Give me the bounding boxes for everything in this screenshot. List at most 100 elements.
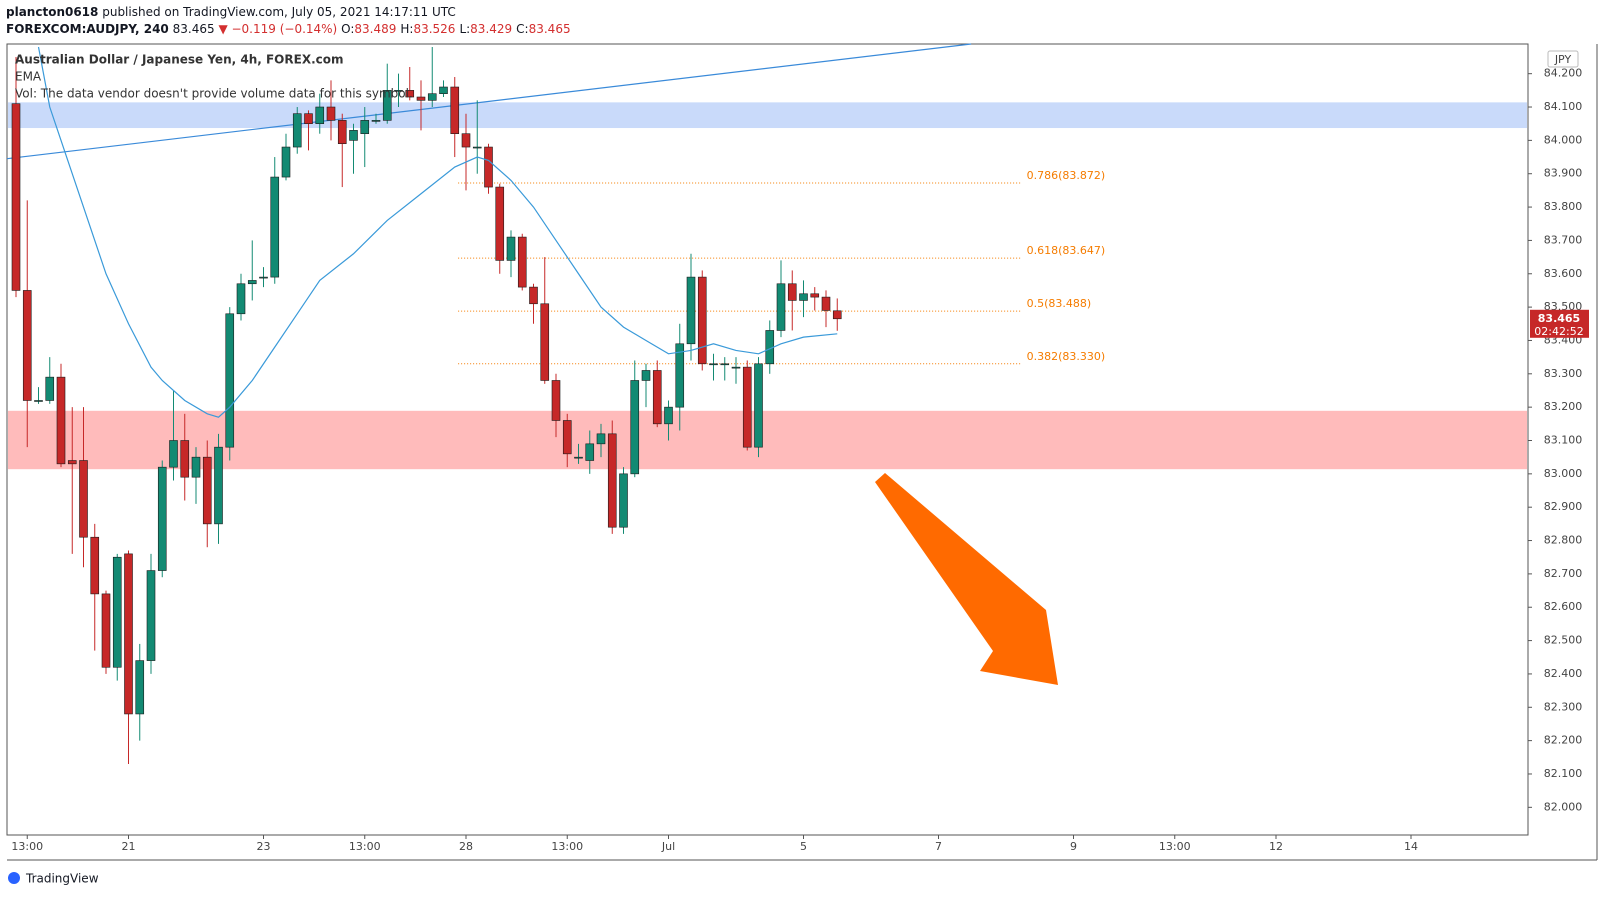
change: ▼ −0.119 (−0.14%) bbox=[218, 22, 338, 36]
candle-body bbox=[832, 310, 842, 320]
y-tick-label: 82.500 bbox=[1544, 634, 1583, 647]
candle-body bbox=[574, 456, 583, 459]
candle-body bbox=[101, 593, 111, 668]
candle-body bbox=[495, 186, 505, 261]
candle-body bbox=[641, 370, 651, 381]
candle-body bbox=[180, 440, 190, 478]
y-tick-label: 82.400 bbox=[1544, 667, 1583, 680]
countdown: 02:42:52 bbox=[1534, 325, 1583, 338]
zone bbox=[8, 410, 1527, 470]
candle-body bbox=[337, 120, 347, 145]
candle-body bbox=[720, 363, 730, 366]
candle-body bbox=[686, 276, 696, 345]
y-tick-label: 82.800 bbox=[1544, 534, 1583, 547]
ohlc-key: C: bbox=[516, 22, 529, 36]
candle-body bbox=[675, 343, 685, 408]
legend: Australian Dollar / Japanese Yen, 4h, FO… bbox=[15, 53, 413, 101]
candle-body bbox=[484, 146, 493, 188]
x-tick-label: 13:00 bbox=[349, 840, 381, 853]
x-tick-label: 9 bbox=[1070, 840, 1077, 853]
candle-body bbox=[146, 570, 156, 661]
y-tick-label: 82.600 bbox=[1544, 600, 1583, 613]
candle-body bbox=[529, 286, 538, 305]
ohlc-value: 83.429 bbox=[470, 22, 513, 36]
ohlc-value: 83.465 bbox=[528, 22, 571, 36]
candle-body bbox=[585, 443, 595, 461]
candle-body bbox=[664, 406, 673, 425]
logo-text: TradingView bbox=[25, 872, 99, 886]
candle-body bbox=[326, 106, 336, 121]
candle-body bbox=[157, 466, 167, 571]
last: 83.465 bbox=[172, 22, 215, 36]
candle-body bbox=[67, 460, 77, 465]
x-tick-label: 13:00 bbox=[1159, 840, 1191, 853]
candle-body bbox=[787, 283, 797, 301]
fib-label: 0.382(83.330) bbox=[1027, 350, 1106, 363]
legend-title: Australian Dollar / Japanese Yen, 4h, FO… bbox=[15, 53, 344, 67]
candle-body bbox=[135, 660, 145, 715]
y-tick-label: 82.000 bbox=[1544, 800, 1583, 813]
symbol: FOREXCOM:AUDJPY, 240 bbox=[6, 22, 169, 36]
candle-body bbox=[34, 400, 43, 402]
x-tick-label: 5 bbox=[800, 840, 807, 853]
y-tick-label: 82.700 bbox=[1544, 567, 1583, 580]
candle-body bbox=[821, 296, 831, 311]
candle-body bbox=[112, 556, 122, 668]
candle-body bbox=[405, 90, 415, 98]
x-tick-label: 12 bbox=[1269, 840, 1283, 853]
candle-body bbox=[191, 456, 201, 478]
candle-body bbox=[652, 370, 662, 425]
ohlc-key: O: bbox=[341, 22, 355, 36]
candle-body bbox=[709, 363, 718, 366]
candle-body bbox=[382, 90, 392, 121]
fib-label: 0.618(83.647) bbox=[1027, 244, 1106, 257]
candle-body bbox=[22, 290, 32, 401]
candle-body bbox=[731, 366, 741, 369]
last-price: 83.465 bbox=[1538, 312, 1580, 325]
candle-body bbox=[281, 146, 291, 178]
candle-body bbox=[562, 420, 572, 455]
logo: TradingView bbox=[8, 872, 99, 886]
candle-body bbox=[56, 376, 66, 465]
candle-body bbox=[630, 380, 640, 475]
publish-line: plancton0618 published on TradingView.co… bbox=[6, 4, 575, 21]
y-tick-label: 83.300 bbox=[1544, 367, 1583, 380]
candle-body bbox=[697, 276, 707, 365]
ohlc-value: 83.489 bbox=[354, 22, 397, 36]
header: plancton0618 published on TradingView.co… bbox=[6, 4, 575, 38]
candle-body bbox=[45, 376, 55, 401]
zone bbox=[8, 102, 1527, 129]
y-tick-label: 84.100 bbox=[1544, 100, 1583, 113]
candle-body bbox=[517, 236, 527, 288]
candle-body bbox=[810, 293, 820, 298]
author: plancton0618 bbox=[6, 5, 99, 19]
candle-body bbox=[754, 363, 763, 448]
x-tick-label: 13:00 bbox=[551, 840, 583, 853]
candle-body bbox=[394, 90, 403, 92]
candle-body bbox=[607, 433, 617, 528]
candle-body bbox=[169, 440, 178, 468]
candle-body bbox=[360, 120, 370, 135]
x-tick-label: 14 bbox=[1404, 840, 1418, 853]
candle-body bbox=[225, 313, 235, 448]
candle-body bbox=[11, 103, 21, 291]
ohlc-key: L: bbox=[459, 22, 471, 36]
candle-body bbox=[259, 276, 268, 279]
y-tick-label: 83.100 bbox=[1544, 434, 1583, 447]
last-price-badge bbox=[1530, 309, 1589, 338]
down-arrow bbox=[875, 473, 1058, 685]
x-tick-label: 23 bbox=[257, 840, 271, 853]
candle-body bbox=[214, 446, 223, 525]
candle-body bbox=[450, 86, 460, 135]
logo-icon bbox=[8, 872, 20, 884]
candle-body bbox=[292, 113, 302, 148]
candle-body bbox=[90, 536, 100, 595]
y-tick-label: 83.700 bbox=[1544, 233, 1583, 246]
y-tick-label: 83.000 bbox=[1544, 467, 1583, 480]
candle-body bbox=[202, 456, 212, 525]
candle-body bbox=[304, 113, 313, 125]
y-tick-label: 83.800 bbox=[1544, 200, 1583, 213]
y-tick-label: 84.000 bbox=[1544, 133, 1583, 146]
candle-body bbox=[416, 96, 426, 101]
